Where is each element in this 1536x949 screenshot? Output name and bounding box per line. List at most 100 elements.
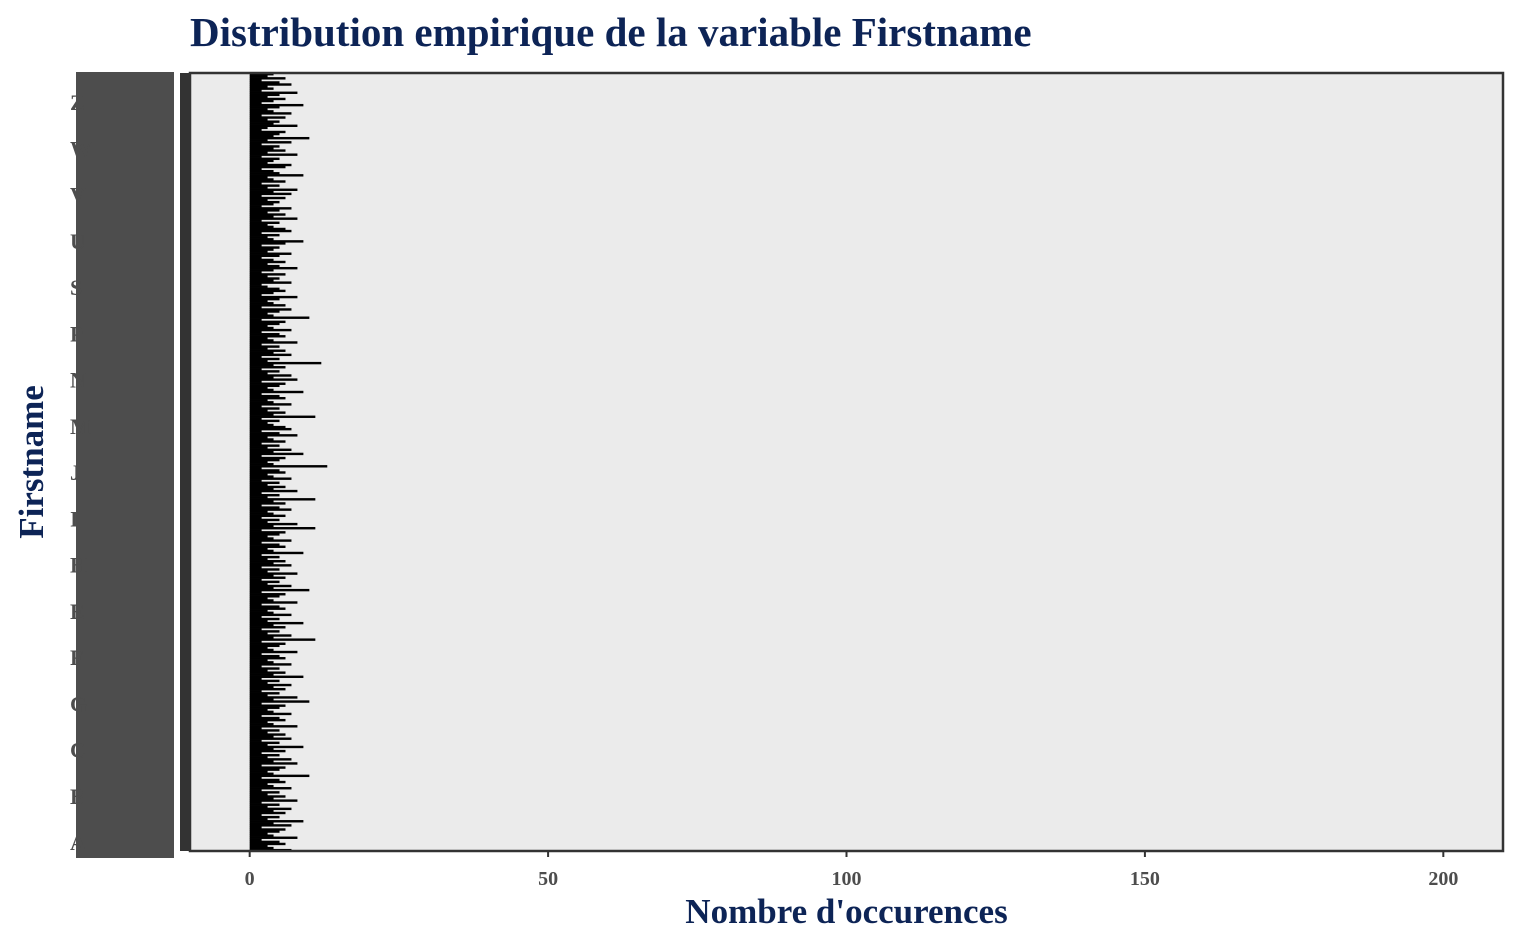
bar — [249, 415, 316, 418]
bar — [249, 776, 262, 780]
bar — [249, 483, 268, 487]
bar — [249, 760, 274, 763]
bar — [249, 599, 274, 602]
bar — [249, 430, 262, 433]
bar — [249, 244, 262, 247]
bar — [249, 89, 262, 92]
bar — [249, 341, 298, 344]
bar — [249, 741, 280, 745]
bar — [249, 562, 274, 565]
bar — [249, 176, 268, 179]
bar — [249, 324, 268, 328]
bar — [249, 778, 280, 782]
bar — [249, 768, 280, 771]
bar — [249, 527, 316, 530]
bar — [249, 531, 286, 534]
bar — [249, 630, 280, 633]
bar — [249, 355, 262, 359]
bar — [249, 828, 286, 831]
bar — [249, 568, 280, 571]
bar — [249, 822, 274, 825]
bar — [249, 213, 286, 216]
bar — [249, 293, 262, 297]
bar — [249, 772, 274, 775]
bar — [249, 361, 322, 365]
bar — [249, 766, 286, 769]
bar — [249, 306, 262, 309]
bar — [249, 702, 262, 705]
bar — [249, 504, 262, 507]
bar — [249, 572, 298, 575]
bar — [249, 793, 268, 796]
bar — [249, 97, 286, 101]
bar — [249, 609, 268, 612]
y-category-label: V — [70, 183, 86, 208]
bar — [249, 366, 286, 369]
bar — [249, 112, 292, 115]
bar — [249, 254, 280, 258]
bar — [249, 685, 274, 689]
bar — [249, 465, 328, 468]
bar — [249, 87, 274, 90]
bar — [249, 200, 280, 204]
bar — [249, 322, 280, 326]
bar — [249, 551, 304, 555]
chart-title: Distribution empirique de la variable Fi… — [190, 9, 1032, 55]
y-category-label: M — [70, 414, 91, 439]
bar — [249, 805, 268, 809]
bar — [249, 665, 262, 668]
bar — [249, 388, 274, 392]
bar — [249, 832, 268, 835]
bar — [249, 386, 268, 390]
bar — [249, 413, 274, 416]
bar — [249, 83, 292, 86]
bar — [249, 801, 262, 804]
bar — [249, 236, 268, 239]
bar — [249, 132, 280, 136]
bar — [249, 508, 292, 511]
bar — [249, 815, 280, 819]
bar — [249, 696, 298, 699]
bar — [249, 264, 280, 268]
y-category-label: U — [70, 229, 86, 254]
bar — [249, 79, 262, 82]
bar — [249, 219, 262, 222]
bar — [249, 196, 286, 200]
bar — [249, 106, 280, 109]
bar — [249, 586, 274, 590]
bar — [249, 588, 310, 592]
bar — [249, 262, 268, 266]
bar — [249, 357, 280, 361]
bar — [249, 681, 268, 685]
bar — [249, 795, 286, 798]
bar — [249, 706, 280, 709]
bar — [249, 735, 274, 738]
bar — [249, 182, 262, 185]
bar — [249, 782, 268, 786]
bar — [249, 211, 268, 214]
bars — [249, 73, 328, 852]
bar — [249, 524, 274, 528]
y-category-label: H — [70, 553, 87, 578]
bar — [249, 434, 298, 437]
bar — [249, 824, 292, 827]
bar — [249, 172, 280, 175]
bar — [249, 502, 286, 505]
bar — [249, 347, 268, 350]
bar — [249, 593, 286, 596]
bar — [249, 628, 262, 631]
bar — [249, 789, 262, 792]
bar — [249, 836, 298, 839]
bar — [249, 834, 274, 837]
bar — [249, 291, 274, 295]
bar — [249, 762, 298, 765]
bar — [249, 704, 286, 707]
bar — [249, 203, 274, 206]
bar — [249, 186, 268, 189]
bar — [249, 621, 304, 625]
bar — [249, 399, 268, 402]
bar — [249, 677, 262, 681]
bar — [249, 590, 262, 594]
y-category-label: J — [70, 460, 81, 485]
y-category-label: C — [70, 738, 86, 763]
